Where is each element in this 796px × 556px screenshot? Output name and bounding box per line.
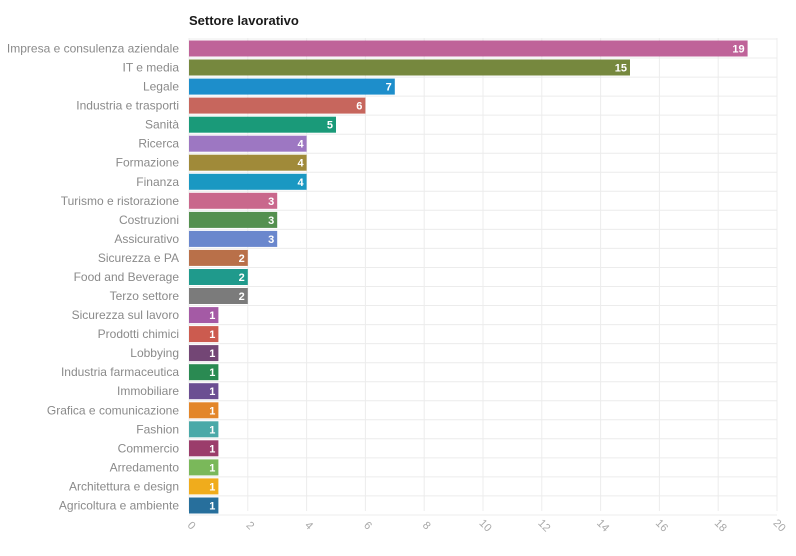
grid-lines [188,38,778,516]
category-label: Costruzioni [119,213,179,227]
value-label: 1 [209,348,215,360]
value-label: 15 [615,63,627,75]
bar [189,230,278,247]
bar [189,154,307,171]
bar [189,173,307,190]
value-label: 1 [209,329,215,341]
bar [189,383,219,400]
category-label: Assicurativo [114,232,179,246]
bar [189,497,219,514]
value-label: 1 [209,443,215,455]
bar [189,307,219,324]
bar [189,440,219,457]
value-label: 2 [239,272,245,284]
bar [189,135,307,152]
x-tick-label: 14 [594,517,611,534]
category-label: Food and Beverage [74,270,180,284]
value-label: 3 [268,196,274,208]
category-label: Sicurezza sul lavoro [72,308,180,322]
category-label: IT e media [123,61,180,75]
bar [189,288,248,304]
category-label: Sanità [145,118,179,132]
bar [189,421,219,438]
x-tick-label: 20 [771,517,788,534]
x-tick-label: 2 [244,519,257,532]
bar [189,116,336,133]
x-tick-label: 0 [185,519,198,532]
value-label: 2 [239,291,245,303]
value-label: 5 [327,120,333,132]
value-label: 4 [297,158,304,170]
x-tick-label: 18 [712,517,729,534]
x-tick-label: 8 [420,519,433,532]
category-label: Fashion [136,422,179,436]
category-label: Prodotti chimici [98,327,179,341]
value-label: 3 [268,215,274,227]
value-label: 2 [239,253,245,265]
value-label: 1 [209,386,215,398]
category-label: Terzo settore [110,289,180,303]
category-label: Finanza [136,175,179,189]
x-tick-label: 6 [361,519,374,532]
value-label: 1 [209,367,215,379]
category-label: Architettura e design [69,479,179,493]
value-label: 1 [209,501,215,513]
bar [189,326,219,343]
bar [189,269,248,285]
x-axis-ticks: 0 2 4 6 8 10 12 14 16 18 20 [185,517,788,534]
bar [189,211,278,228]
category-label: Grafica e comunicazione [47,403,179,417]
bars [189,40,748,514]
bar [189,364,219,381]
bar [189,478,219,495]
value-label: 7 [386,82,392,94]
value-label: 19 [732,44,744,56]
bar [189,249,248,266]
category-label: Impresa e consulenza aziendale [7,42,179,56]
value-label: 1 [209,481,215,493]
category-label: Sicurezza e PA [98,251,179,265]
x-tick-label: 10 [477,517,494,534]
bar [189,78,395,95]
bar [189,59,630,76]
value-label: 1 [209,405,215,417]
category-label: Immobiliare [117,384,179,398]
value-label: 1 [209,424,215,436]
category-label: Formazione [116,156,180,170]
bar [189,40,748,57]
bar [189,459,219,476]
category-label: Commercio [118,441,180,455]
chart-title: Settore lavorativo [189,13,299,28]
category-label: Lobbying [130,346,179,360]
value-label: 1 [209,462,215,474]
x-tick-label: 12 [535,517,552,534]
category-label: Turismo e ristorazione [61,194,180,208]
category-labels: Impresa e consulenza aziendale IT e media… [7,42,179,513]
x-tick-label: 4 [302,519,315,532]
category-label: Industria farmaceutica [61,365,179,379]
bar [189,402,219,419]
value-label: 4 [297,177,304,189]
x-tick-label: 16 [653,517,670,534]
category-label: Agricoltura e ambiente [59,499,179,513]
bar [189,97,366,114]
value-labels: 19 15 7 6 5 4 4 4 3 3 3 2 2 2 1 1 1 1 1 1 1 1 1 1 1 [209,44,744,513]
category-label: Industria e trasporti [76,99,179,113]
category-label: Arredamento [110,460,180,474]
value-label: 1 [209,310,215,322]
value-label: 4 [297,139,304,151]
bar [189,192,278,209]
bar [189,345,219,362]
value-label: 6 [356,101,362,113]
category-label: Legale [143,80,179,94]
value-label: 3 [268,234,274,246]
category-label: Ricerca [138,137,179,151]
